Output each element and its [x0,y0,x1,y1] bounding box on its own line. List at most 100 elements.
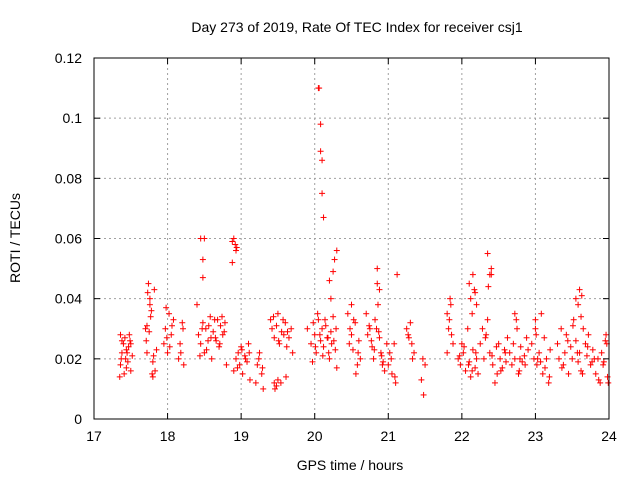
data-point [482,334,489,341]
data-point [282,319,289,326]
data-point [465,361,472,368]
data-point [532,325,539,332]
data-point [348,331,355,338]
data-point [375,328,382,335]
chart-title: Day 273 of 2019, Rate Of TEC Index for r… [191,19,522,35]
data-point [469,367,476,374]
data-point [511,355,518,362]
data-point [569,322,576,329]
data-point [483,331,490,338]
data-point [331,256,338,263]
data-point [380,358,387,365]
data-point [207,313,214,320]
data-point [232,241,239,248]
data-point [486,349,493,356]
data-point [199,325,206,332]
data-point [538,310,545,317]
data-point [219,331,226,338]
data-point [511,310,518,317]
data-point [163,334,170,341]
data-point [276,340,283,347]
data-point [572,295,579,302]
data-point [320,343,327,350]
data-point [578,367,585,374]
data-point [536,349,543,356]
data-point [584,343,591,350]
data-point [357,355,364,362]
data-point [317,148,324,155]
data-point [567,343,574,350]
data-point [273,322,280,329]
data-point [143,322,150,329]
data-point [170,316,177,323]
data-point [589,358,596,365]
data-point [355,337,362,344]
data-point [153,346,160,353]
data-point [363,310,370,317]
data-point [418,376,425,383]
data-point [528,340,535,347]
data-point [419,355,426,362]
data-point [471,286,478,293]
data-point [314,310,321,317]
data-point [274,376,281,383]
data-point [330,313,337,320]
data-point [457,361,464,368]
data-point [152,367,159,374]
data-point [458,340,465,347]
data-point [180,361,187,368]
data-point [485,283,492,290]
data-point [368,337,375,344]
data-point [403,325,410,332]
data-point [259,364,266,371]
data-point [376,334,383,341]
data-point [491,379,498,386]
data-point [522,361,529,368]
data-point [346,340,353,347]
data-point [216,340,223,347]
data-point [199,274,206,281]
data-point [271,334,278,341]
data-point [213,337,220,344]
data-point [147,313,154,320]
data-point [316,331,323,338]
data-point [319,352,326,359]
data-point [354,361,361,368]
x-tick-label: 21 [380,428,396,444]
data-point [603,331,610,338]
data-point [469,346,476,353]
data-point [533,331,540,338]
data-point [208,355,215,362]
data-point [123,346,130,353]
data-point [166,343,173,350]
x-tick-label: 19 [233,428,249,444]
data-point [391,340,398,347]
data-point [242,355,249,362]
data-point [151,286,158,293]
data-point [195,331,202,338]
data-point [310,319,317,326]
data-point [570,316,577,323]
data-point [560,361,567,368]
data-point [125,343,132,350]
x-tick-label: 20 [307,428,323,444]
data-point [494,370,501,377]
data-point [493,343,500,350]
y-tick-label: 0.06 [55,231,82,247]
data-point [579,370,586,377]
data-point [376,286,383,293]
data-point [444,349,451,356]
data-point [289,349,296,356]
data-point [149,373,156,380]
data-point [405,334,412,341]
data-point [386,349,393,356]
data-point [473,355,480,362]
data-point [118,337,125,344]
data-point [333,364,340,371]
data-point [480,355,487,362]
data-point [555,355,562,362]
data-point [149,358,156,365]
data-point [223,361,230,368]
data-point [383,340,390,347]
data-point [230,367,237,374]
